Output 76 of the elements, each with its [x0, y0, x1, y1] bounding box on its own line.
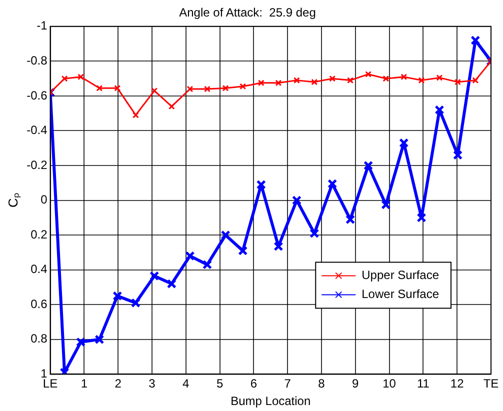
x-tick-label: 4: [182, 376, 190, 391]
x-tick-label: 11: [416, 376, 430, 391]
point: [220, 230, 230, 240]
point: [346, 214, 356, 224]
point: [418, 77, 425, 84]
point: [329, 75, 336, 82]
point: [400, 74, 408, 80]
point: [166, 278, 176, 289]
point: [275, 80, 282, 86]
point: [258, 80, 264, 86]
x-tick-label: 3: [148, 376, 156, 391]
point: [292, 196, 302, 206]
x-tick-label: 7: [284, 376, 292, 391]
point: [294, 77, 300, 84]
point: [94, 334, 104, 344]
y-tick-label: 0.2: [30, 227, 48, 242]
x-tick-label: 12: [450, 376, 464, 391]
x-tick-label: 2: [114, 376, 122, 391]
point: [436, 74, 443, 81]
point: [328, 178, 338, 189]
point: [61, 75, 68, 82]
point: [76, 337, 86, 347]
point: [363, 160, 374, 170]
x-axis-title: Bump Location: [230, 394, 311, 408]
point: [399, 138, 409, 148]
point: [347, 77, 354, 84]
y-tick-label: -1: [36, 18, 48, 33]
y-tick-label: -0.6: [26, 88, 48, 102]
y-axis-title: Cₚ: [5, 193, 22, 208]
point: [240, 83, 246, 90]
x-tick-label: 1: [80, 376, 88, 391]
point: [132, 112, 139, 118]
x-tick-label: 10: [382, 376, 396, 391]
point: [130, 298, 140, 308]
x-tick-label: 6: [250, 376, 258, 391]
x-tick-label: 5: [216, 376, 224, 391]
y-tick-label: -0.8: [26, 53, 48, 68]
point: [238, 246, 248, 256]
point: [114, 84, 121, 92]
point: [274, 242, 284, 252]
chart-title: Angle of Attack: 25.9 deg: [179, 6, 316, 20]
point: [381, 200, 391, 210]
point: [311, 78, 318, 86]
point: [78, 74, 84, 80]
point: [96, 84, 103, 92]
point: [204, 86, 210, 92]
y-tick-label: -0.4: [26, 123, 48, 138]
point: [151, 88, 158, 94]
point: [310, 228, 320, 238]
x-tick-label: TE: [483, 376, 499, 391]
point: [185, 251, 195, 261]
point: [382, 75, 390, 82]
y-tick-label: 0: [40, 192, 48, 207]
point: [452, 150, 463, 160]
point: [150, 271, 160, 281]
point: [365, 71, 372, 78]
legend-label: Upper Surface: [362, 268, 440, 282]
y-tick-label: 0.4: [30, 262, 48, 276]
point: [434, 105, 444, 115]
legend-label: Lower Surface: [362, 287, 440, 302]
y-tick-label: -0.2: [26, 158, 48, 172]
point: [256, 180, 266, 190]
point: [168, 103, 175, 110]
x-tick-label: 9: [352, 376, 360, 391]
point: [202, 260, 212, 270]
point: [60, 368, 70, 374]
x-tick-label: 8: [318, 376, 326, 391]
point: [470, 36, 480, 46]
point: [472, 77, 479, 84]
point: [112, 291, 122, 301]
point: [416, 212, 426, 222]
y-tick-label: 0.6: [30, 296, 48, 311]
point: [454, 78, 461, 86]
point: [222, 84, 229, 92]
point: [186, 86, 194, 92]
y-tick-label: 0.8: [30, 332, 48, 346]
